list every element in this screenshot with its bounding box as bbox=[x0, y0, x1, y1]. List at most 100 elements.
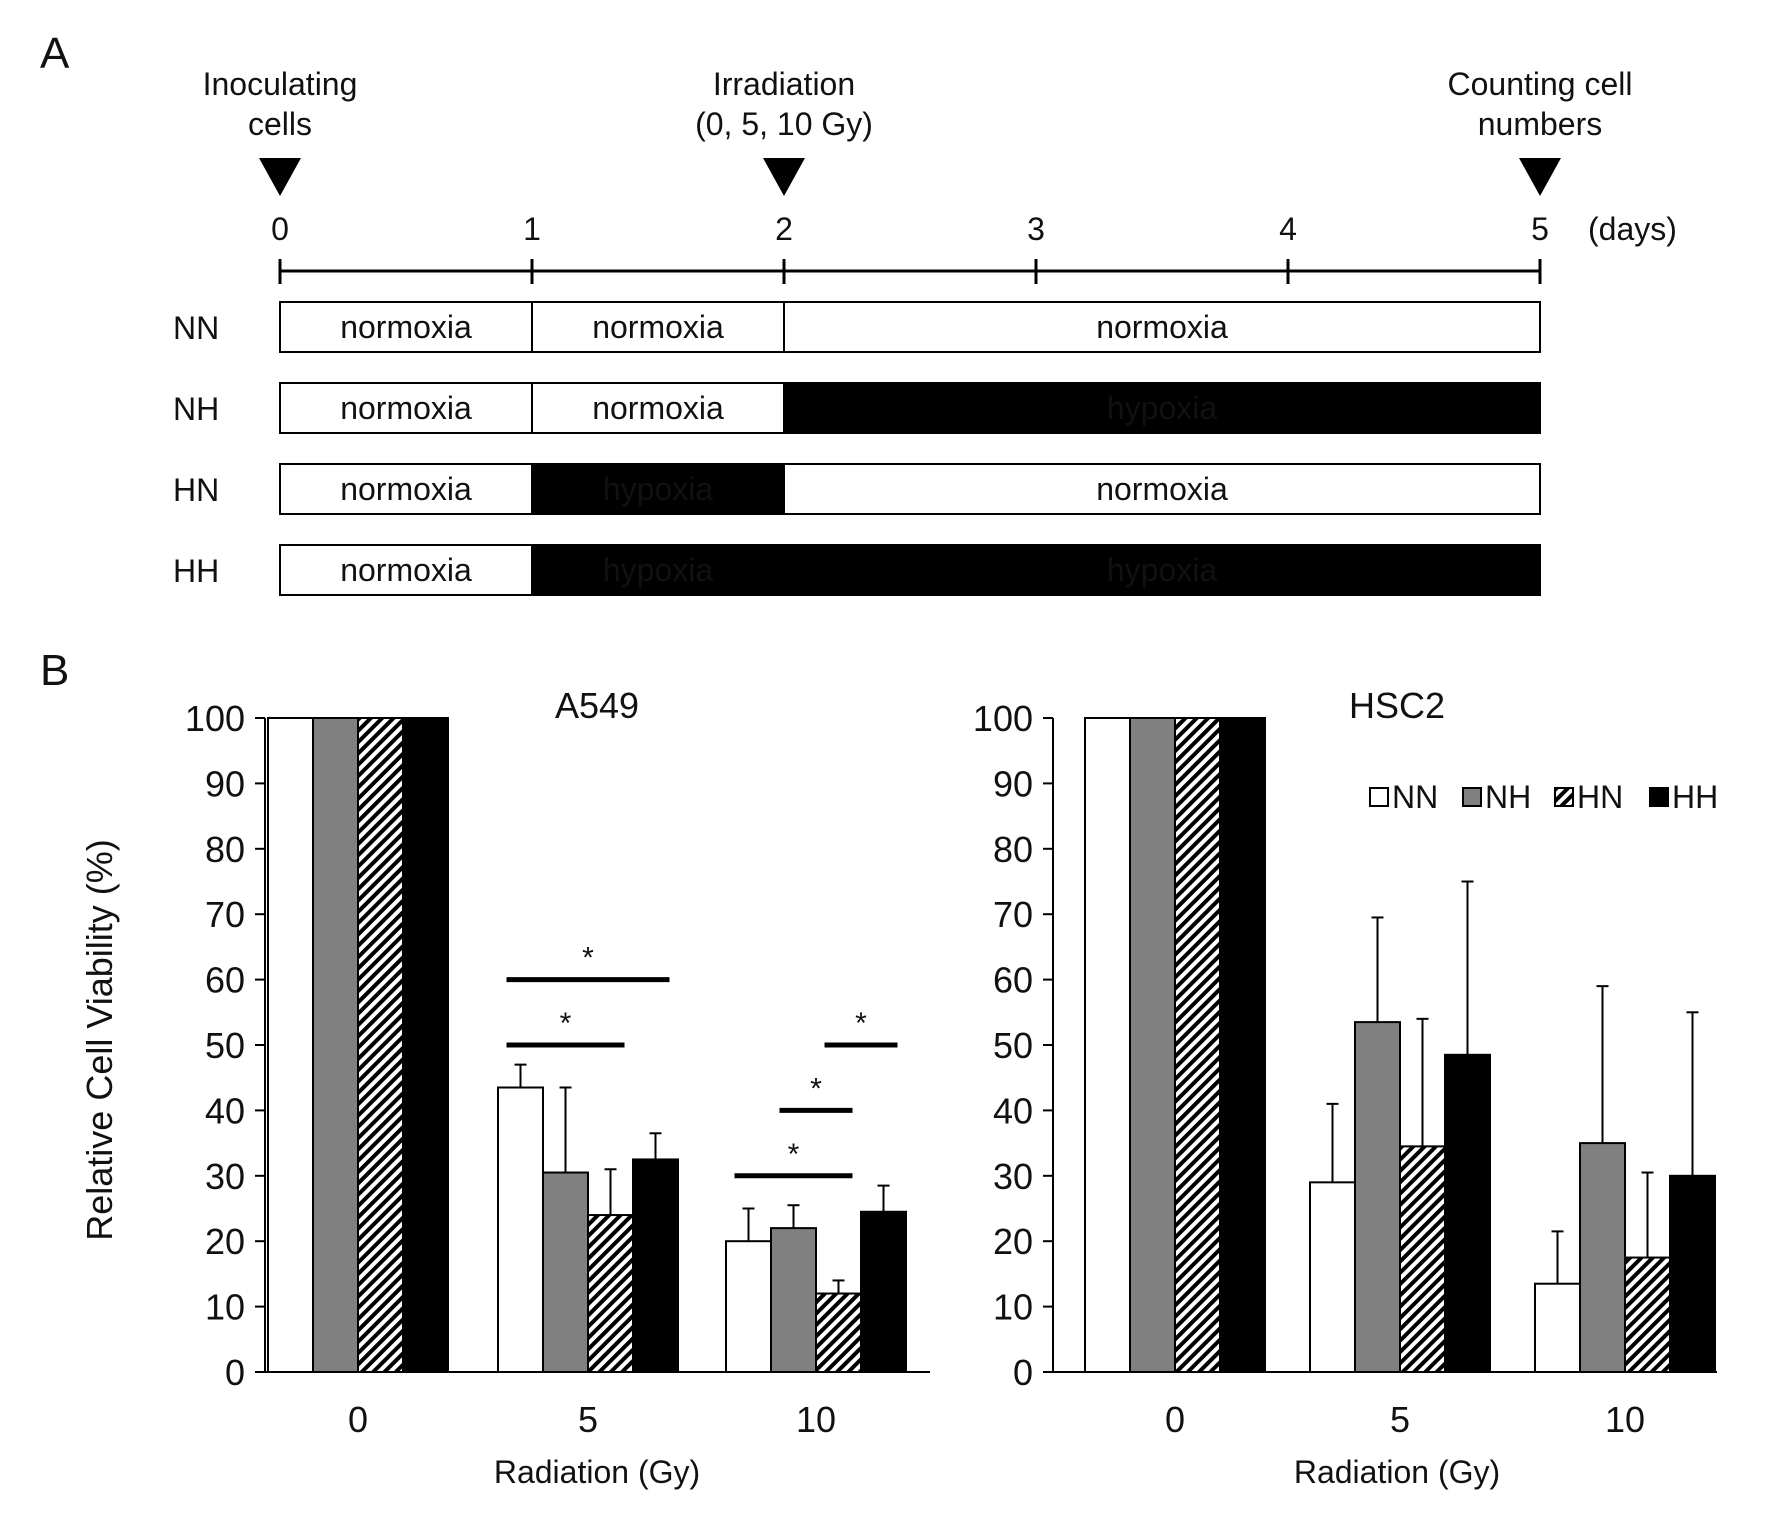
row-label: NN bbox=[173, 310, 219, 346]
significance-star: * bbox=[788, 1138, 800, 1171]
y-tick-label: 90 bbox=[993, 763, 1033, 804]
bar-hn bbox=[1174, 717, 1221, 1373]
chart-title: HSC2 bbox=[1349, 685, 1445, 726]
y-tick-label: 50 bbox=[205, 1025, 245, 1066]
y-tick-label: 60 bbox=[993, 960, 1033, 1001]
bar-nh bbox=[770, 1227, 817, 1373]
condition-segment-label: normoxia bbox=[592, 390, 724, 426]
y-tick-label: 70 bbox=[993, 894, 1033, 935]
chart-a549: A549 0 10 20 30 40 50 60 70 80 90 100 0 5 10 Radiation … bbox=[185, 685, 930, 1490]
bar-nh bbox=[312, 717, 359, 1373]
y-tick-label: 0 bbox=[225, 1352, 245, 1393]
condition-segment-label: normoxia bbox=[1096, 309, 1228, 345]
y-tick-label: 90 bbox=[205, 763, 245, 804]
legend-label: HH bbox=[1672, 779, 1718, 815]
y-tick-label: 50 bbox=[993, 1025, 1033, 1066]
bar-nn bbox=[725, 1240, 772, 1373]
condition-segment bbox=[783, 301, 1541, 353]
x-tick-label: 10 bbox=[796, 1399, 836, 1440]
legend-swatch bbox=[1369, 787, 1389, 807]
significance-star: * bbox=[582, 942, 594, 975]
y-tick-label: 80 bbox=[993, 829, 1033, 870]
panel-a: A Inoculating cells Irradiation (0, 5, 10 G… bbox=[40, 29, 1677, 596]
x-tick-label: 10 bbox=[1605, 1399, 1645, 1440]
y-tick-label: 100 bbox=[973, 698, 1033, 739]
event-label: Irradiation bbox=[713, 66, 855, 102]
event-arrow-icon bbox=[763, 158, 805, 196]
condition-segment bbox=[531, 301, 785, 353]
timeline-axis: 0 1 2 3 4 5 (days) bbox=[271, 211, 1677, 284]
y-tick-label: 10 bbox=[205, 1287, 245, 1328]
y-tick-label: 80 bbox=[205, 829, 245, 870]
legend-swatch bbox=[1649, 787, 1669, 807]
timeline-tick-label: 5 bbox=[1531, 211, 1549, 247]
event-arrow-icon bbox=[1519, 158, 1561, 196]
y-tick-label: 70 bbox=[205, 894, 245, 935]
legend-label: HN bbox=[1577, 779, 1623, 815]
panel-b: B Relative Cell Viability (%) A549 0 10 20 3… bbox=[40, 646, 1718, 1490]
y-tick-label: 30 bbox=[205, 1156, 245, 1197]
bar-hh bbox=[1444, 1053, 1491, 1374]
bar-hh bbox=[860, 1210, 907, 1374]
x-tick-label: 5 bbox=[578, 1399, 598, 1440]
bar-nh bbox=[1129, 717, 1176, 1373]
legend-label: NN bbox=[1392, 779, 1438, 815]
bar-nn bbox=[1534, 1282, 1581, 1373]
condition-segment-label: hypoxia bbox=[1107, 390, 1218, 426]
y-tick-label: 40 bbox=[205, 1090, 245, 1131]
y-tick-label: 60 bbox=[205, 960, 245, 1001]
condition-segment-label: hypoxia bbox=[603, 471, 714, 507]
bar-hn bbox=[1624, 1256, 1671, 1374]
bar-nh bbox=[1354, 1021, 1401, 1373]
y-tick-label: 20 bbox=[205, 1221, 245, 1262]
y-tick-label: 20 bbox=[993, 1221, 1033, 1262]
timeline-tick-label: 1 bbox=[523, 211, 541, 247]
condition-segment-label: normoxia bbox=[340, 309, 472, 345]
timeline-tick-label: 2 bbox=[775, 211, 793, 247]
panel-a-label: A bbox=[40, 29, 70, 78]
bar-hn bbox=[1399, 1145, 1446, 1373]
x-axis-label: Radiation (Gy) bbox=[1294, 1454, 1500, 1490]
legend-swatch bbox=[1554, 787, 1574, 807]
x-axis-label: Radiation (Gy) bbox=[494, 1454, 700, 1490]
condition-segment-label: normoxia bbox=[592, 309, 724, 345]
event-label: numbers bbox=[1478, 106, 1603, 142]
legend-label: NH bbox=[1485, 779, 1531, 815]
legend-swatch bbox=[1462, 787, 1482, 807]
event-label: Inoculating bbox=[203, 66, 358, 102]
chart-hsc2: HSC2 0 10 20 30 40 50 60 70 80 90 100 0 5 10 Radiation … bbox=[973, 685, 1717, 1490]
significance-star: * bbox=[855, 1007, 867, 1040]
significance-star: * bbox=[810, 1072, 822, 1105]
condition-segment bbox=[783, 382, 1541, 434]
panel-b-label: B bbox=[40, 646, 69, 695]
event-label: Counting cell bbox=[1448, 66, 1633, 102]
y-axis-label: Relative Cell Viability (%) bbox=[79, 839, 120, 1240]
condition-segment-label: normoxia bbox=[340, 552, 472, 588]
x-tick-label: 0 bbox=[1165, 1399, 1185, 1440]
chart-title: A549 bbox=[555, 685, 639, 726]
bar-nh bbox=[1579, 1142, 1626, 1373]
y-tick-label: 100 bbox=[185, 698, 245, 739]
row-label: NH bbox=[173, 391, 219, 427]
bar-nh bbox=[542, 1171, 589, 1374]
timeline-tick-label: 3 bbox=[1027, 211, 1045, 247]
bar-hn bbox=[587, 1214, 634, 1374]
condition-segment-label: normoxia bbox=[340, 390, 472, 426]
significance-star: * bbox=[560, 1007, 572, 1040]
timeline-tick-label: 4 bbox=[1279, 211, 1297, 247]
y-tick-label: 0 bbox=[1013, 1352, 1033, 1393]
bar-nn bbox=[1084, 717, 1131, 1373]
x-tick-label: 5 bbox=[1390, 1399, 1410, 1440]
row-label: HH bbox=[173, 553, 219, 589]
bar-hn bbox=[815, 1292, 862, 1374]
y-tick-label: 40 bbox=[993, 1090, 1033, 1131]
event-markers: Inoculating cells Irradiation (0, 5, 10 Gy)… bbox=[203, 66, 1633, 196]
bar-hh bbox=[1219, 717, 1266, 1373]
condition-segment-label: hypoxia bbox=[1107, 552, 1218, 588]
timeline-unit: (days) bbox=[1588, 211, 1677, 247]
condition-segment-label: normoxia bbox=[1096, 471, 1228, 507]
condition-rows: NN normoxia normoxia normoxia NH normoxia norm… bbox=[173, 301, 1541, 596]
bar-hh bbox=[402, 717, 449, 1373]
bar-hh bbox=[632, 1158, 679, 1373]
